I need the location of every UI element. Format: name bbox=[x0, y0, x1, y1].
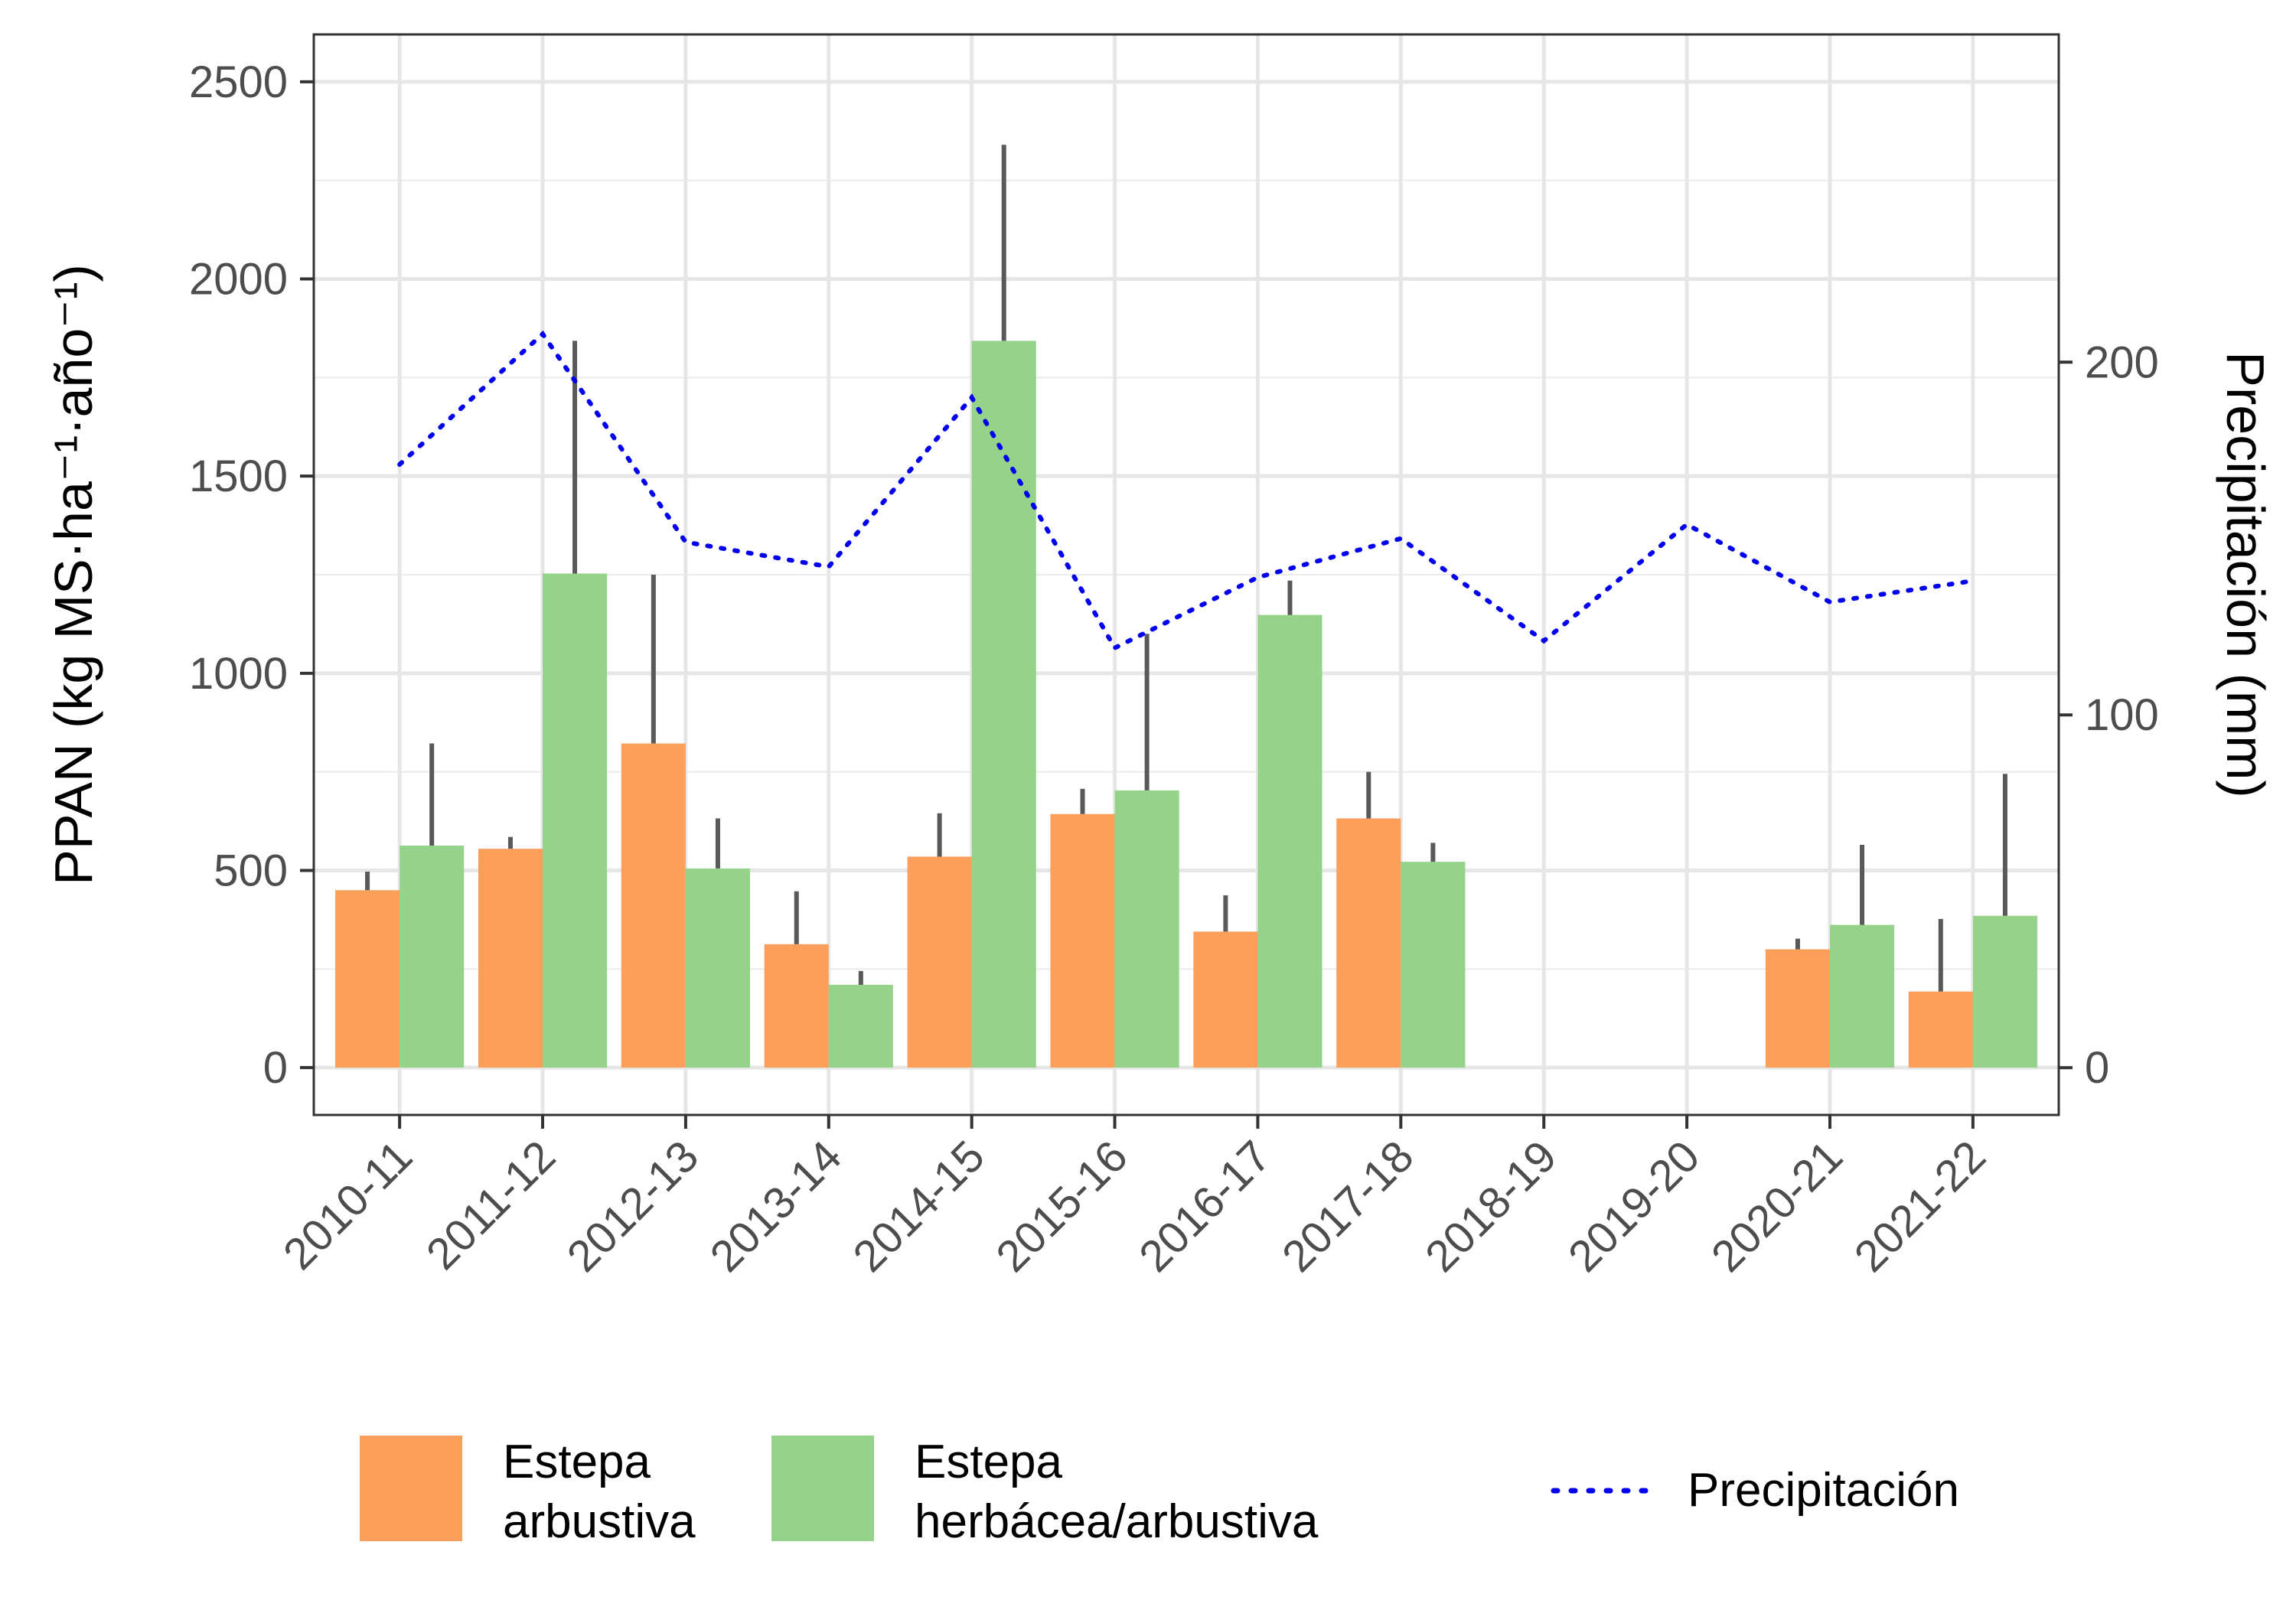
bar bbox=[1050, 813, 1115, 1068]
legend-label-precipitacion: Precipitación bbox=[1688, 1464, 1959, 1517]
legend-swatch-estepa-arbustiva bbox=[360, 1436, 462, 1541]
bar bbox=[1114, 790, 1179, 1068]
bottom-axis: 2010-112011-122012-132013-142014-152015-… bbox=[274, 1115, 1995, 1282]
bar bbox=[1401, 862, 1466, 1068]
bar bbox=[764, 944, 829, 1068]
x-tick-label: 2012-13 bbox=[558, 1131, 708, 1281]
legend-label-estepa-herbacea-arbustiva-2: herbácea/arbustiva bbox=[915, 1495, 1319, 1548]
bar bbox=[1336, 818, 1401, 1068]
legend-swatch-estepa-herbacea-arbustiva bbox=[771, 1436, 874, 1541]
bar bbox=[1765, 949, 1830, 1068]
y-axis-title-left: PPAN (kg MS·ha⁻¹·año⁻¹) bbox=[44, 264, 103, 885]
bar bbox=[971, 341, 1036, 1068]
bar bbox=[478, 849, 543, 1068]
x-tick-label: 2013-14 bbox=[701, 1131, 851, 1281]
bar bbox=[1972, 915, 2037, 1068]
y-tick-label-left: 0 bbox=[263, 1043, 288, 1093]
bar bbox=[907, 856, 972, 1068]
bar bbox=[685, 868, 750, 1068]
y-tick-label-left: 1000 bbox=[189, 649, 288, 699]
y-tick-label-left: 500 bbox=[214, 846, 288, 895]
bar bbox=[1908, 991, 1973, 1068]
x-tick-label: 2017-18 bbox=[1273, 1131, 1423, 1281]
y-tick-label-left: 2000 bbox=[189, 255, 288, 305]
precipitation-line-layer bbox=[397, 330, 1975, 651]
bar bbox=[1193, 931, 1258, 1068]
x-tick-label: 2011-12 bbox=[417, 1131, 565, 1279]
x-tick-label: 2015-16 bbox=[987, 1131, 1137, 1281]
legend-label-estepa-arbustiva-2: arbustiva bbox=[503, 1495, 696, 1548]
bar bbox=[621, 743, 686, 1068]
bar bbox=[1257, 614, 1322, 1068]
bar bbox=[400, 846, 465, 1068]
y-tick-label-left: 1500 bbox=[189, 451, 288, 501]
legend-label-estepa-herbacea-arbustiva-1: Estepa bbox=[915, 1436, 1063, 1488]
right-axis: 0 100 200 bbox=[2059, 337, 2159, 1093]
y-tick-label-left: 2500 bbox=[189, 57, 288, 107]
left-axis: 0 500 1000 1500 2000 2500 bbox=[189, 57, 314, 1093]
x-tick-label: 2020-21 bbox=[1702, 1131, 1852, 1281]
panel-border bbox=[312, 33, 2060, 1116]
x-tick-label: 2021-22 bbox=[1845, 1131, 1995, 1281]
x-tick-label: 2016-17 bbox=[1130, 1131, 1280, 1281]
x-tick-label: 2010-11 bbox=[274, 1131, 422, 1279]
y-tick-label-right: 0 bbox=[2085, 1043, 2109, 1093]
y-axis-title-right: Precipitación (mm) bbox=[2216, 351, 2275, 797]
x-tick-label: 2019-20 bbox=[1559, 1131, 1709, 1281]
bars-layer bbox=[335, 341, 2037, 1068]
bar bbox=[1829, 924, 1895, 1068]
errors-layer bbox=[365, 145, 2007, 992]
bar bbox=[828, 984, 893, 1068]
y-tick-label-right: 100 bbox=[2085, 690, 2159, 740]
legend-label-estepa-arbustiva-1: Estepa bbox=[503, 1436, 651, 1488]
x-tick-label: 2014-15 bbox=[843, 1131, 993, 1281]
legend: Estepa arbustiva Estepa herbácea/arbusti… bbox=[360, 1436, 1959, 1548]
y-tick-label-right: 200 bbox=[2085, 337, 2159, 387]
bar bbox=[543, 573, 608, 1068]
precipitation-line bbox=[397, 330, 1975, 651]
x-tick-label: 2018-19 bbox=[1416, 1131, 1566, 1281]
bar bbox=[335, 890, 400, 1068]
